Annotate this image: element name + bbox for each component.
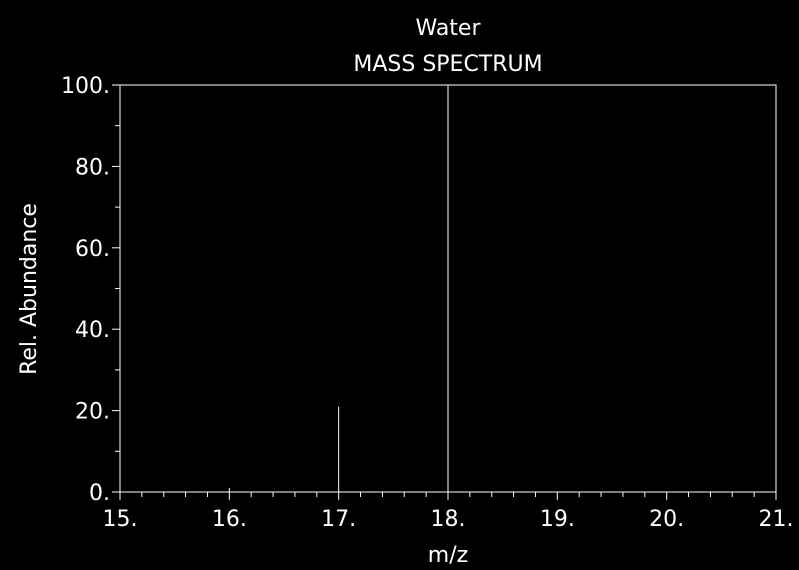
x-axis-label: m/z bbox=[428, 543, 468, 568]
x-tick-label: 17. bbox=[321, 507, 356, 532]
y-tick-label: 40. bbox=[75, 318, 110, 343]
x-tick-label: 18. bbox=[431, 507, 466, 532]
tick-labels: 15. 16. 17. 18. 19. 20. 21. 0. 20. 40. 60. 80. 100. bbox=[61, 74, 793, 532]
x-tick-label: 15. bbox=[103, 507, 138, 532]
chart-subtitle: MASS SPECTRUM bbox=[353, 52, 542, 77]
x-tick-label: 20. bbox=[649, 507, 684, 532]
y-tick-label: 20. bbox=[75, 400, 110, 425]
y-tick-label: 100. bbox=[61, 74, 110, 99]
y-axis-label: Rel. Abundance bbox=[17, 203, 42, 375]
y-tick-label: 80. bbox=[75, 155, 110, 180]
x-tick-label: 16. bbox=[212, 507, 247, 532]
y-tick-label: 0. bbox=[89, 481, 110, 506]
axis-ticks bbox=[112, 84, 777, 500]
x-tick-label: 21. bbox=[759, 507, 794, 532]
peaks bbox=[228, 85, 449, 492]
x-tick-label: 19. bbox=[540, 507, 575, 532]
chart-title: Water bbox=[415, 16, 481, 41]
y-tick-label: 60. bbox=[75, 237, 110, 262]
